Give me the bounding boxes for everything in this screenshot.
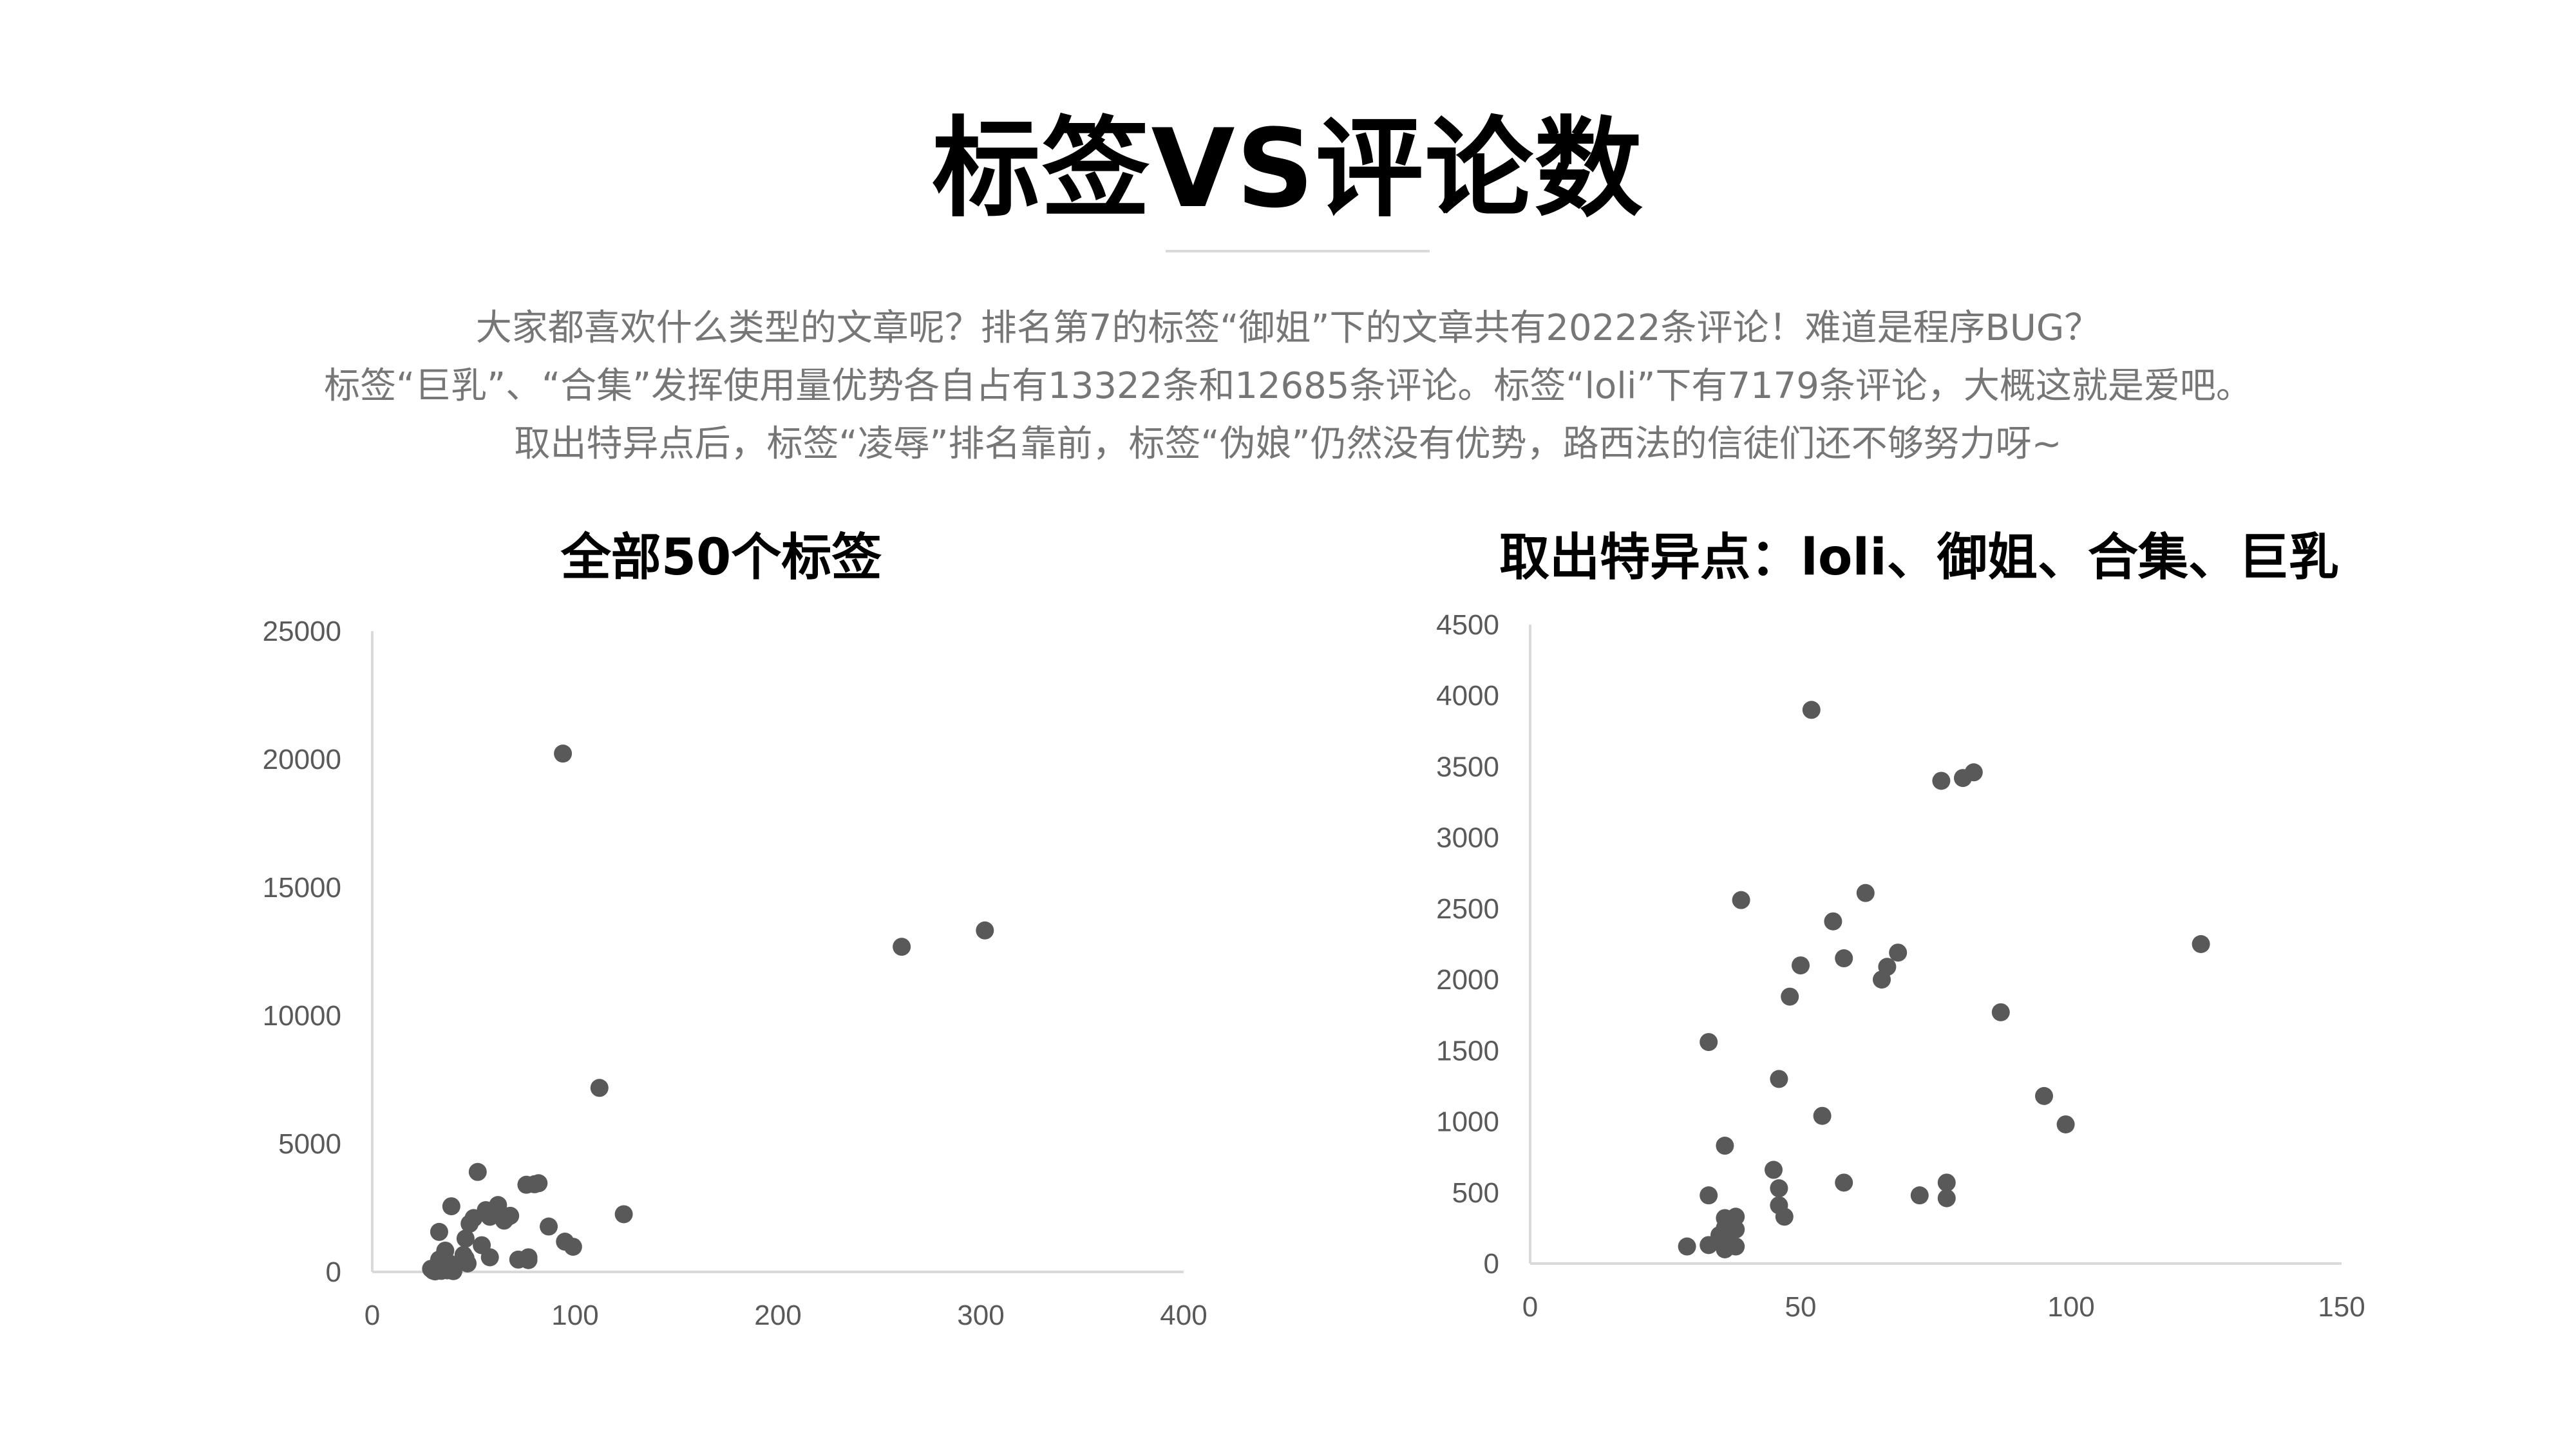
y-tick-label: 0 [326,1256,341,1288]
y-tick-label: 15000 [263,872,341,904]
data-point [1700,1033,1718,1052]
y-tick-label: 1500 [1436,1035,1499,1066]
data-point [1775,1208,1794,1226]
data-point [1856,884,1875,902]
data-point [468,1162,487,1181]
data-point [1732,891,1750,909]
x-tick-label: 400 [1160,1300,1207,1331]
data-point [590,1079,609,1097]
data-point [2035,1086,2053,1105]
data-point [1835,1173,1853,1192]
data-point [1792,956,1810,975]
data-point [2192,935,2210,953]
data-point [554,744,573,763]
data-point [2056,1115,2075,1133]
data-point [1835,949,1853,968]
data-point [1873,971,1891,989]
data-point [460,1215,479,1233]
x-tick-label: 300 [957,1300,1004,1331]
data-point [1727,1208,1745,1226]
page-title: 标签VS评论数 [932,106,1644,232]
x-tick-label: 200 [754,1300,801,1331]
chart-2-title: 取出特异点：loli、御姐、合集、巨乳 [1499,529,2339,587]
data-point [480,1208,499,1226]
title-divider [1166,250,1430,252]
y-tick-label: 20000 [263,744,341,775]
x-tick-label: 0 [365,1300,380,1331]
y-tick-label: 4500 [1436,609,1499,641]
data-point [540,1217,558,1236]
description: 大家都喜欢什么类型的文章呢？排名第7的标签“御姐”下的文章共有20222条评论！… [270,299,2306,473]
data-point [529,1174,548,1193]
data-point [1932,772,1951,790]
data-point [442,1197,460,1216]
data-point [1770,1070,1788,1088]
x-tick-label: 50 [1785,1291,1817,1323]
x-tick-label: 150 [2318,1291,2365,1323]
data-point [1700,1236,1718,1255]
data-point [1781,987,1799,1006]
chart-1-title: 全部50个标签 [560,529,882,587]
data-point [1716,1137,1734,1155]
y-tick-label: 0 [1484,1248,1499,1280]
y-tick-label: 1000 [1436,1106,1499,1138]
x-tick-label: 100 [551,1300,598,1331]
data-point [495,1211,513,1230]
y-tick-label: 25000 [263,616,341,647]
data-point [1937,1173,1956,1192]
y-tick-label: 2000 [1436,964,1499,996]
data-point [519,1251,538,1269]
data-point [1889,943,1908,962]
chart-2: 0 50 100 1500500100015002000250030003500400… [1436,609,2365,1323]
y-tick-label: 4000 [1436,680,1499,712]
data-point [1770,1179,1788,1198]
data-point [480,1248,499,1267]
data-point [614,1205,633,1224]
data-point [1937,1189,1956,1208]
data-point [1991,1003,2010,1021]
data-point [459,1254,477,1273]
chart-1: 0 100 200 300 400 0 5000 10000 15000 20000 25000 [263,616,1208,1331]
x-tick-label: 100 [2047,1291,2094,1323]
y-tick-label: 500 [1452,1177,1499,1209]
data-point [1813,1106,1832,1125]
y-tick-label: 10000 [263,1000,341,1032]
description-line-2: 标签“巨乳”、“合集”发挥使用量优势各自占有13322条和12685条评论。标签… [324,365,2252,407]
y-tick-label: 2500 [1436,893,1499,925]
data-point [456,1229,475,1248]
data-point [1727,1237,1745,1256]
description-line-1: 大家都喜欢什么类型的文章呢？排名第7的标签“御姐”下的文章共有20222条评论！… [475,307,2101,349]
data-point [893,938,911,956]
data-point [1765,1160,1783,1179]
data-point [1678,1237,1696,1256]
data-point [1824,912,1842,931]
data-point [430,1222,448,1241]
data-point [1802,701,1821,719]
data-point [1700,1186,1718,1205]
data-point [976,921,994,940]
y-tick-label: 3000 [1436,822,1499,854]
y-tick-label: 3500 [1436,751,1499,782]
data-point [1910,1186,1929,1205]
y-tick-label: 5000 [278,1128,341,1160]
data-point [1964,763,1983,782]
data-point [564,1237,582,1256]
x-tick-label: 0 [1522,1291,1538,1323]
description-line-3: 取出特异点后，标签“凌辱”排名靠前，标签“伪娘”仍然没有优势，路西法的信徒们还不… [514,423,2062,465]
data-point [434,1260,453,1279]
